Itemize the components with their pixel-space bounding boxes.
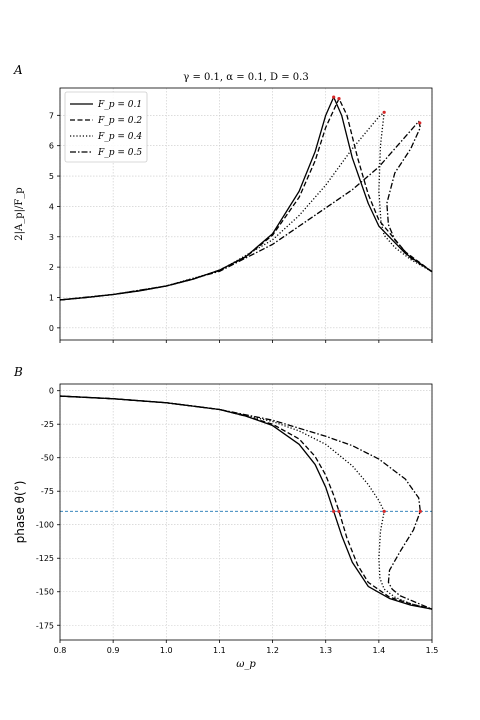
legend-entry: F_p = 0.1 xyxy=(97,100,142,110)
series-line xyxy=(59,111,433,301)
peak-marker xyxy=(337,97,341,101)
y-tick-label: 0 xyxy=(49,324,54,333)
y-tick-label: -100 xyxy=(36,521,54,530)
y-tick-label: 5 xyxy=(49,172,54,181)
peak-marker xyxy=(418,121,422,125)
x-tick-label: 1.2 xyxy=(266,646,279,655)
ticks-b: 0.8 0.9 1.0 1.1 1.2 1.3 1.4 1.5 0 -25 -50 -75 -100 -1… xyxy=(36,387,439,655)
x-tick-label: 0.8 xyxy=(54,646,67,655)
legend-entry: F_p = 0.2 xyxy=(97,116,142,126)
y-axis-label-b: phase θ(°) xyxy=(13,481,27,544)
peak-marker xyxy=(337,509,341,513)
y-tick-label: 2 xyxy=(49,263,54,272)
peak-marker xyxy=(382,509,386,513)
ticks-a: 0 1 2 3 4 5 6 7 xyxy=(49,111,433,343)
x-tick-label: 1.1 xyxy=(213,646,226,655)
peak-marker xyxy=(332,509,336,513)
y-tick-label: 7 xyxy=(49,111,54,120)
legend-box xyxy=(64,91,148,163)
series-line xyxy=(59,97,433,301)
series-line xyxy=(59,395,433,610)
x-tick-label: 1.4 xyxy=(372,646,385,655)
y-tick-label: 3 xyxy=(49,233,54,242)
panel-label-b: B xyxy=(13,365,23,379)
y-tick-label: -175 xyxy=(36,621,54,630)
series-line xyxy=(59,395,433,610)
chart-title: γ = 0.1, α = 0.1, D = 0.3 xyxy=(183,72,308,83)
x-axis-label: ω_p xyxy=(236,659,256,670)
panel-label-a: A xyxy=(13,63,23,77)
legend-entry: F_p = 0.5 xyxy=(97,148,142,158)
series-line xyxy=(59,395,433,610)
markers-a xyxy=(332,95,422,125)
x-tick-label: 0.9 xyxy=(107,646,120,655)
series-line xyxy=(59,395,433,610)
y-axis-label-a: 2|A_p|/F_p xyxy=(14,187,25,240)
x-tick-label: 1.5 xyxy=(426,646,439,655)
peak-marker xyxy=(332,95,336,99)
legend: F_p = 0.1 F_p = 0.2 F_p = 0.4 F_p = 0.5 xyxy=(64,91,148,163)
markers-b xyxy=(332,509,422,513)
grid-b xyxy=(59,384,433,640)
y-tick-label: -50 xyxy=(41,454,54,463)
legend-entry: F_p = 0.4 xyxy=(97,132,142,142)
y-tick-label: -125 xyxy=(36,554,54,563)
panel-a: A γ = 0.1, α = 0.1, D = 0.3 0 1 2 3 4 5 6 7 2|A… xyxy=(13,63,433,343)
y-tick-label: -75 xyxy=(41,487,54,496)
y-tick-label: 6 xyxy=(49,142,54,151)
axes-frame-a xyxy=(59,87,433,341)
y-tick-label: 4 xyxy=(49,202,54,211)
y-tick-label: -25 xyxy=(41,420,54,429)
peak-marker xyxy=(382,110,386,114)
panel-b: B 0.8 0.9 1.0 1.1 1.2 1.3 1.4 1.5 0 -25 -50 -75 -100… xyxy=(13,365,438,670)
axes-frame-b xyxy=(59,383,433,641)
y-tick-label: 0 xyxy=(49,387,54,396)
series-group-b xyxy=(59,395,433,610)
x-tick-label: 1.3 xyxy=(319,646,332,655)
y-tick-label: -150 xyxy=(36,588,54,597)
series-group-a xyxy=(59,96,433,301)
series-line xyxy=(59,120,433,301)
x-tick-label: 1.0 xyxy=(160,646,173,655)
peak-marker xyxy=(418,509,422,513)
y-tick-label: 1 xyxy=(49,293,54,302)
